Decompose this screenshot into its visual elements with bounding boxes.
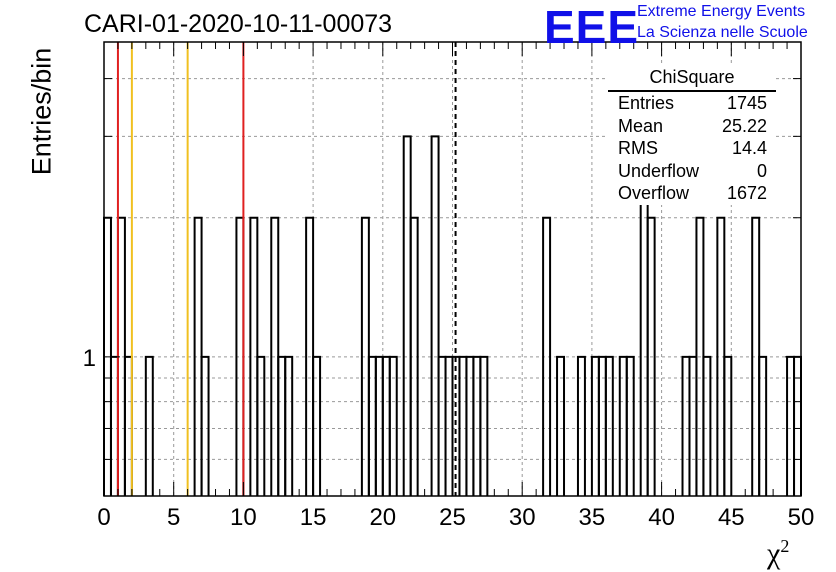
histogram-bin [646,216,656,496]
x-tick-label: 30 [509,504,536,531]
histogram-bin [542,216,552,496]
stats-title: ChiSquare [608,64,776,92]
histogram-bin [256,355,266,496]
stats-row-overflow: Overflow 1672 [608,182,776,205]
histogram-bin [200,355,210,496]
histogram-bin [402,135,412,496]
histogram-bin [576,355,586,496]
x-tick-label: 5 [167,504,180,531]
stats-row-underflow: Underflow 0 [608,160,776,183]
x-tick-label: 35 [579,504,606,531]
chart-title: CARI-01-2020-10-11-00073 [84,10,393,38]
stats-row-entries: Entries 1745 [608,92,776,115]
y-axis-label: Entries/bin [26,47,57,176]
histogram-bin [430,135,440,496]
x-axis-label-sup: 2 [780,536,790,556]
stats-value: 1672 [726,183,767,203]
x-axis-label-base: χ [767,537,781,570]
logo-line-1: Extreme Energy Events [637,3,806,20]
histogram-bin [604,355,614,496]
y-tick-label: 1 [83,345,96,372]
histogram-bin [625,355,635,496]
stats-row-rms: RMS 14.4 [608,137,776,160]
histogram-bin [758,355,768,496]
x-axis-label: χ2 [767,536,789,571]
x-tick-label: 40 [648,504,675,531]
eee-logo: EEE [544,1,640,53]
x-tick-label: 0 [97,504,110,531]
histogram-bin [556,355,566,496]
stats-value: 1745 [726,93,767,113]
stats-label: Mean [618,115,664,136]
stats-value: 14.4 [731,138,767,158]
stats-row-mean: Mean 25.22 [608,115,776,138]
histogram-bin [723,355,733,496]
logo-line-2: La Scienza nelle Scuole [637,24,808,41]
x-tick-label: 50 [788,504,815,531]
x-tick-label: 45 [718,504,745,531]
stats-label: RMS [618,138,658,158]
stats-value: 0 [756,160,767,181]
stats-value: 25.22 [721,115,767,136]
histogram-bin [479,355,489,496]
histogram-bin [409,216,419,496]
histogram-bin [144,355,154,496]
histogram-bin [388,355,398,496]
stats-box: ChiSquare Entries 1745 Mean 25.22 RMS 14.4 … [608,64,776,205]
histogram-bin [702,355,712,496]
stats-label: Overflow [618,183,690,203]
histogram-bin [312,355,322,496]
histogram-bin [284,355,294,496]
x-tick-label: 20 [369,504,396,531]
x-tick-label: 25 [439,504,466,531]
stats-label: Underflow [618,160,700,181]
stats-label: Entries [618,93,675,113]
x-tick-label: 15 [300,504,327,531]
x-tick-label: 10 [230,504,257,531]
